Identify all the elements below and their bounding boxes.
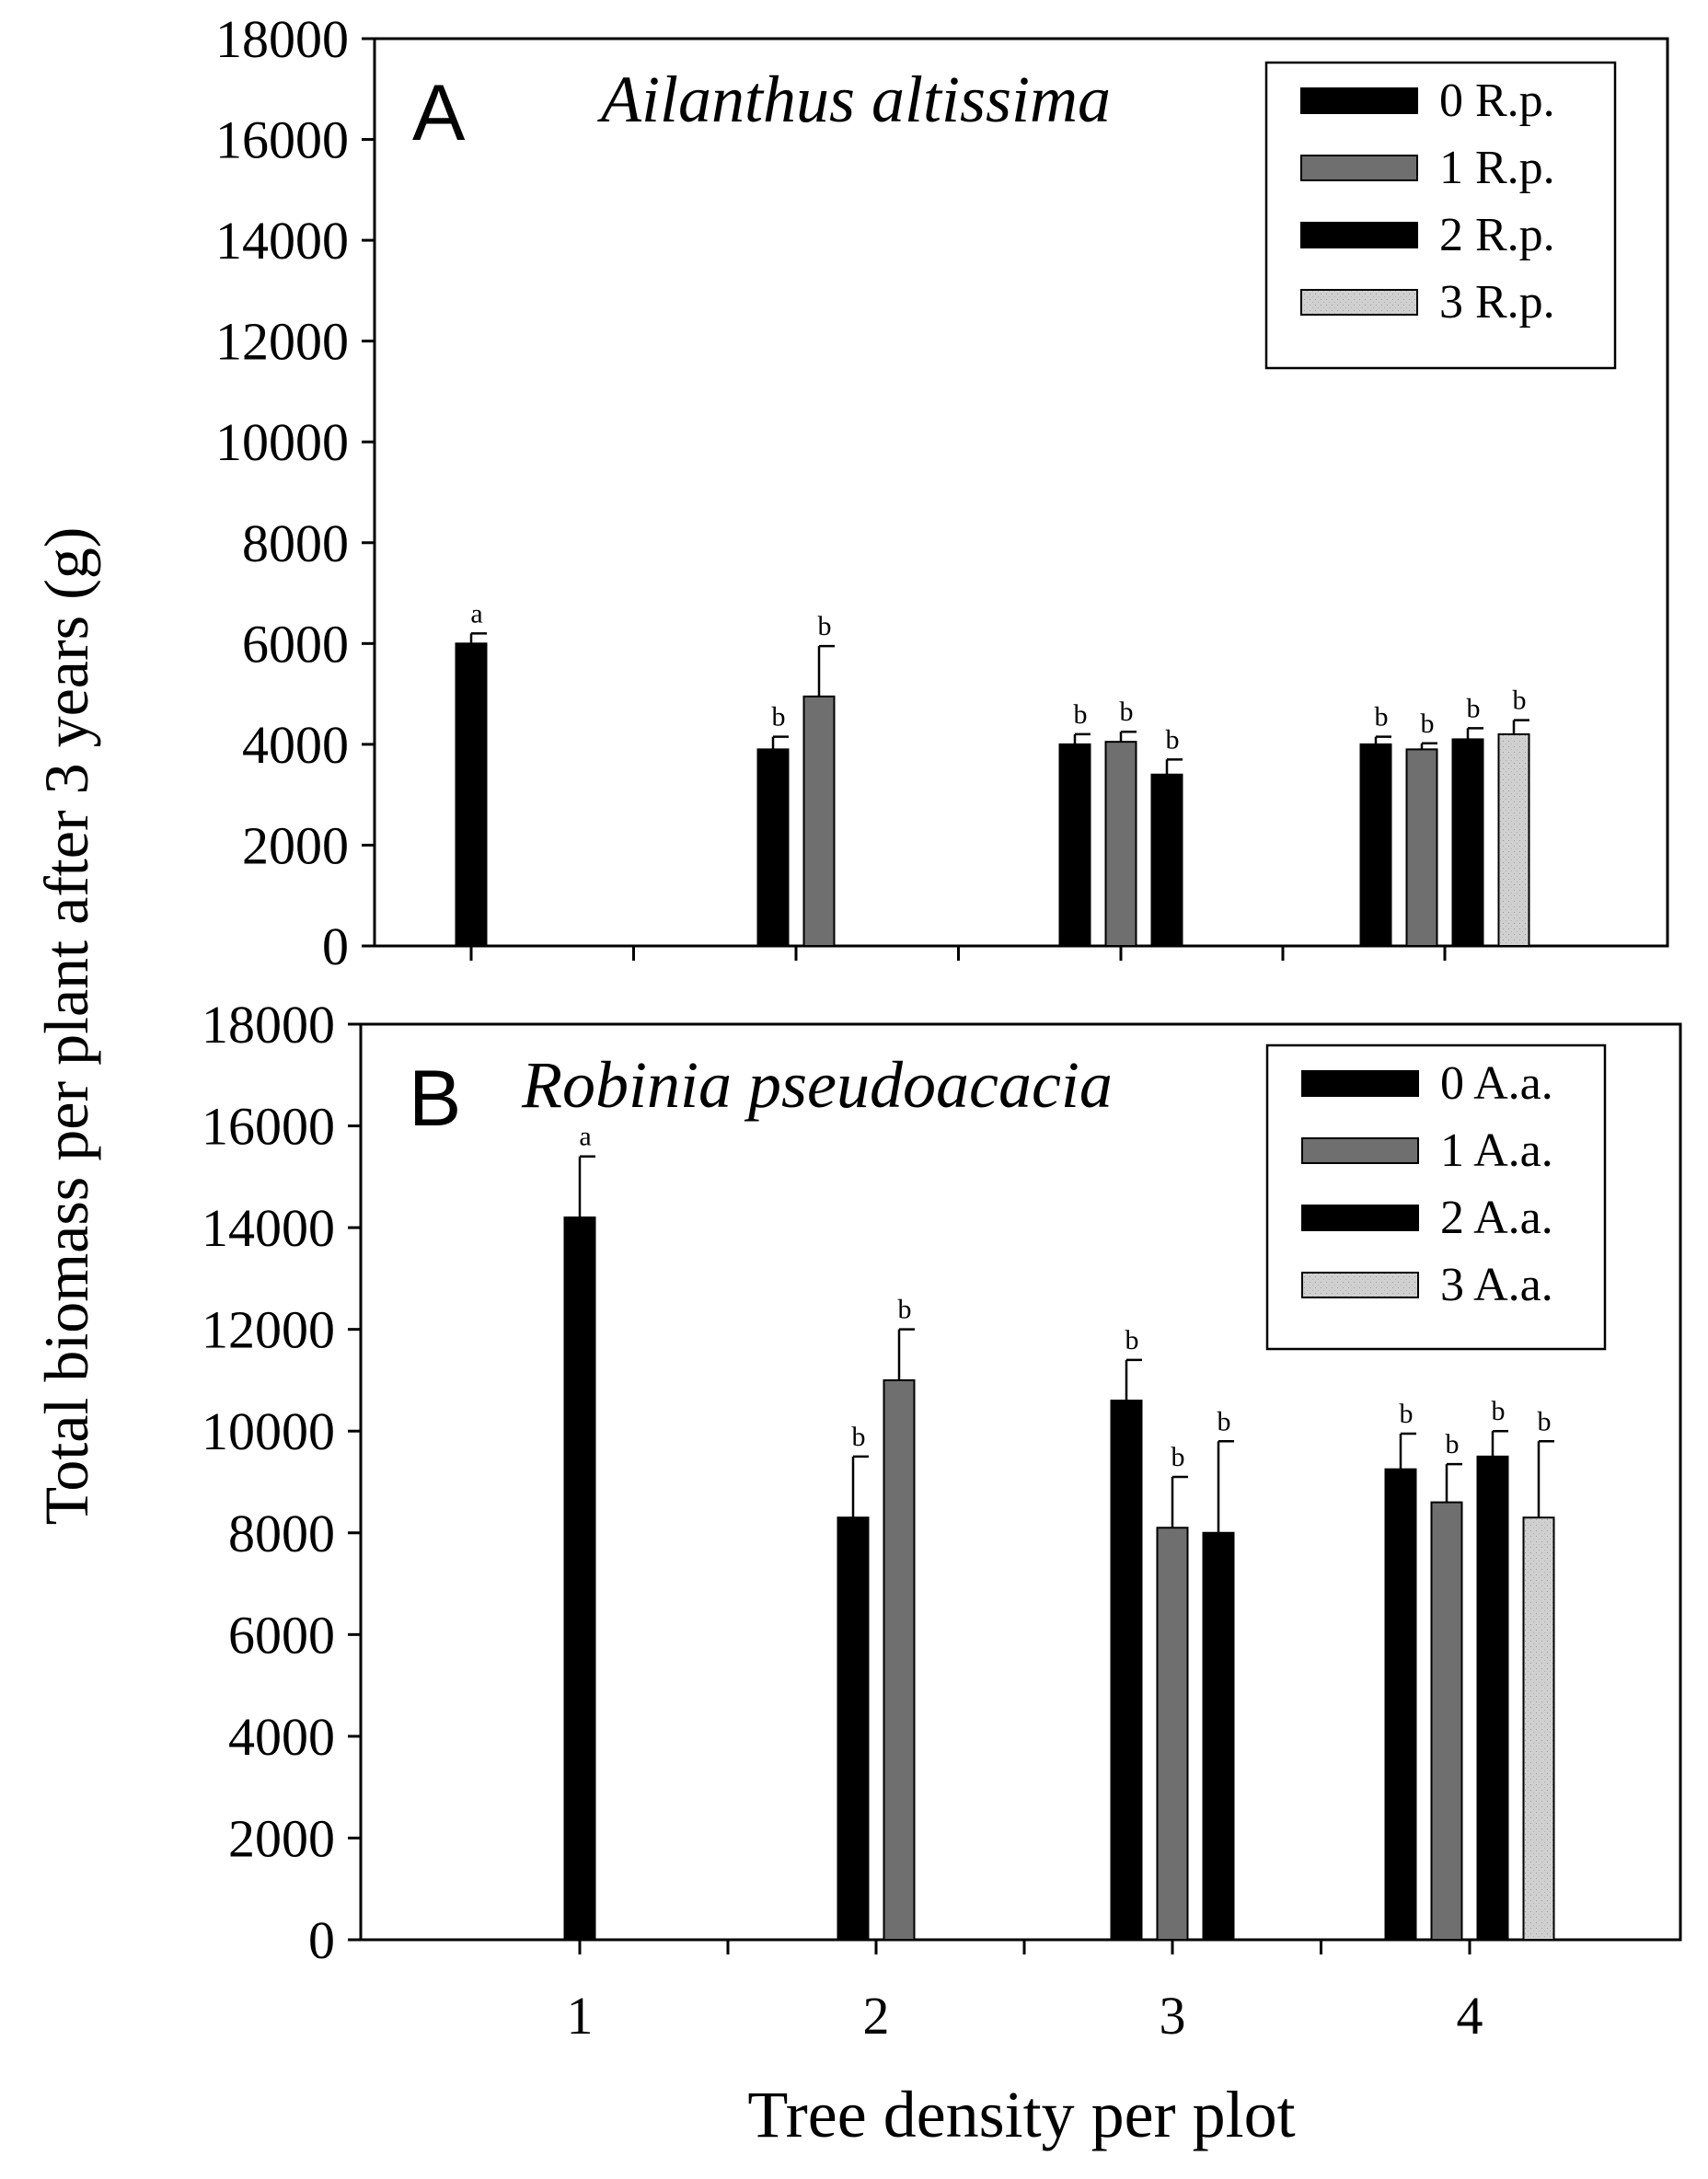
bar-0-r-p--x2 [756, 748, 790, 947]
bar-1-r-p--x3 [1104, 741, 1137, 948]
bar-1-r-p--x2 [802, 695, 836, 947]
x-tick-label: 4 [1457, 1986, 1483, 2046]
bar-0-a-a--x4 [1384, 1468, 1417, 1941]
significance-letter: b [1446, 1429, 1460, 1459]
bar-0-a-a--x1 [563, 1216, 596, 1941]
panel-title: Robinia pseudoacacia [521, 1048, 1113, 1122]
significance-letter: b [1218, 1406, 1231, 1436]
legend-label: 1 R.p. [1439, 142, 1555, 194]
legend-label: 1 A.a. [1440, 1124, 1553, 1177]
bar-2-a-a--x3 [1202, 1531, 1235, 1942]
plot-frame [373, 37, 1669, 948]
bar-2-r-p--x4 [1451, 738, 1484, 948]
significance-letter: b [1166, 724, 1180, 755]
y-tick-label: 14000 [202, 1198, 335, 1258]
bar-1-a-a--x2 [883, 1378, 916, 1941]
legend-label: 0 A.a. [1440, 1057, 1553, 1110]
legend-swatch [1301, 1070, 1419, 1097]
legend-swatch [1301, 1272, 1419, 1298]
y-axis-label: Total biomass per plant after 3 years (g… [31, 527, 101, 1526]
panel-letter: A [412, 69, 466, 157]
bar-1-a-a--x4 [1430, 1501, 1463, 1941]
x-tick-label: 3 [1160, 1986, 1186, 2046]
x-tick-label: 1 [567, 1986, 594, 2046]
significance-letter: a [470, 598, 482, 628]
legend-label: 3 A.a. [1440, 1259, 1553, 1311]
legend-swatch [1301, 1205, 1419, 1231]
legend-label: 2 R.p. [1439, 209, 1555, 261]
y-tick-label: 6000 [242, 614, 349, 674]
legend-label: 3 R.p. [1439, 276, 1555, 329]
significance-letter: b [1375, 702, 1389, 732]
y-tick-label: 18000 [202, 995, 335, 1055]
bar-0-r-p--x4 [1359, 743, 1392, 948]
bar-1-a-a--x3 [1156, 1527, 1189, 1941]
y-tick-label: 4000 [242, 715, 349, 775]
y-tick-label: 0 [308, 1910, 335, 1970]
legend-label: 2 A.a. [1440, 1192, 1553, 1244]
y-tick-label: 2000 [242, 815, 349, 875]
significance-letter: b [1421, 709, 1435, 739]
significance-letter: b [1074, 699, 1088, 730]
y-tick-label: 16000 [215, 110, 349, 170]
significance-letter: b [1171, 1442, 1185, 1472]
bar-1-r-p--x4 [1405, 748, 1438, 947]
x-axis-label: Tree density per plot [747, 2078, 1295, 2151]
panels: 0200040006000800010000120001400016000180… [202, 9, 1682, 2046]
y-tick-label: 2000 [228, 1808, 335, 1868]
panel-a: 0 2000 4000 6000 8000 10000 12000 14000 16000 180… [215, 9, 1669, 976]
legend-swatch [1301, 1137, 1419, 1164]
y-tick-label: 10000 [202, 1401, 335, 1461]
panel-b: 0 2000 4000 6000 8000 10000 12000 14000 16000 180… [202, 995, 1682, 2046]
plot-frame [359, 1022, 1682, 1942]
y-tick-label: 12000 [215, 312, 349, 372]
significance-letter: b [898, 1295, 912, 1325]
y-tick-label: 10000 [215, 412, 349, 472]
y-tick-label: 14000 [215, 211, 349, 271]
y-tick-label: 12000 [202, 1300, 335, 1360]
bar-2-a-a--x4 [1476, 1455, 1509, 1941]
y-tick-label: 16000 [202, 1097, 335, 1157]
bar-0-r-p--x3 [1058, 743, 1091, 948]
bar-3-r-p--x4 [1497, 732, 1530, 948]
y-tick-label: 4000 [228, 1707, 335, 1767]
significance-letter: b [772, 702, 786, 732]
y-tick-label: 8000 [228, 1504, 335, 1563]
significance-letter: b [818, 611, 832, 641]
panel-letter: B [409, 1055, 461, 1143]
y-tick-label: 8000 [242, 513, 349, 573]
legend-swatch [1300, 155, 1418, 181]
x-tick-label: 2 [863, 1986, 890, 2046]
bar-0-r-p--x1 [455, 642, 488, 947]
significance-letter: b [1538, 1406, 1552, 1436]
significance-letter: b [1467, 693, 1481, 723]
panel-title: Ailanthus altissima [597, 63, 1111, 136]
legend-swatch [1300, 222, 1418, 248]
significance-letter: b [852, 1422, 866, 1452]
bar-0-a-a--x3 [1110, 1400, 1143, 1941]
significance-letter: b [1125, 1325, 1139, 1355]
y-tick-label: 18000 [215, 9, 349, 69]
significance-letter: a [579, 1122, 591, 1152]
bar-0-a-a--x2 [837, 1516, 870, 1941]
legend-swatch [1300, 289, 1418, 316]
y-tick-label: 0 [322, 917, 349, 976]
significance-letter: b [1120, 697, 1134, 727]
significance-letter: b [1492, 1396, 1506, 1426]
bar-3-a-a--x4 [1522, 1516, 1555, 1941]
significance-letter: b [1513, 686, 1527, 716]
y-tick-label: 6000 [228, 1605, 335, 1665]
legend-swatch [1300, 87, 1418, 114]
significance-letter: b [1400, 1399, 1414, 1429]
bar-2-r-p--x3 [1150, 773, 1183, 947]
legend-label: 0 R.p. [1439, 75, 1555, 127]
